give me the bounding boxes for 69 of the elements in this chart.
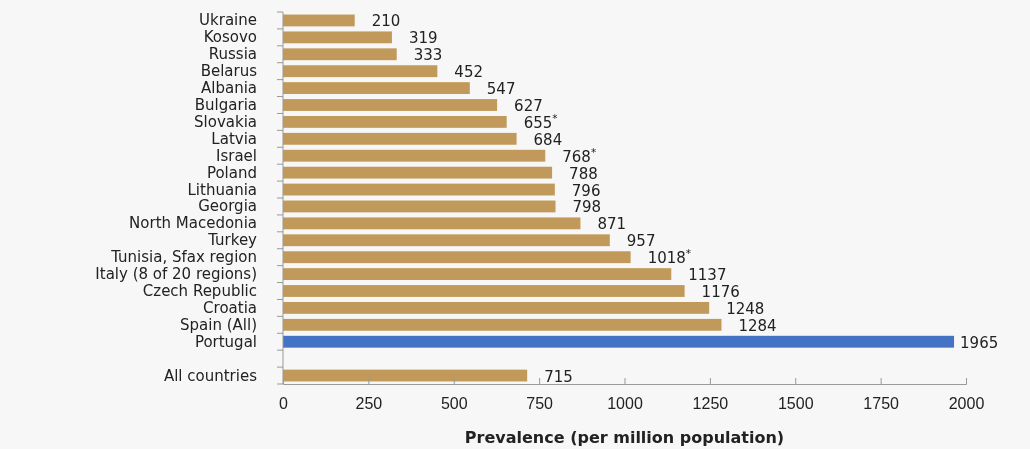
bar <box>283 217 581 230</box>
x-tick-label: 250 <box>355 395 383 413</box>
y-tick-label: Belarus <box>200 62 258 81</box>
data-label: 1137 <box>688 266 727 285</box>
data-label: 684 <box>533 130 563 149</box>
x-tick-label: 0 <box>279 395 289 413</box>
bar <box>283 65 438 78</box>
data-label: 796 <box>571 181 601 200</box>
bar <box>283 48 397 61</box>
data-label: 1248 <box>726 299 765 318</box>
y-tick-label: Israel <box>216 146 257 165</box>
y-tick-label: Albania <box>200 79 257 98</box>
data-label: 547 <box>486 80 516 99</box>
y-tick-label: Croatia <box>203 298 257 317</box>
x-tick-label: 2000 <box>948 395 985 413</box>
y-tick-label: North Macedonia <box>129 214 257 233</box>
bar <box>283 132 517 145</box>
bar <box>283 234 610 247</box>
data-label: 1284 <box>738 316 777 335</box>
bar <box>283 200 556 213</box>
bar <box>283 166 553 179</box>
y-tick-label: Ukraine <box>199 11 257 30</box>
data-label: 1176 <box>701 283 740 301</box>
bar <box>283 183 555 196</box>
data-label: 210 <box>371 12 401 31</box>
x-tick-label: 1750 <box>863 395 900 413</box>
y-tick-label: Latvia <box>211 129 257 148</box>
bar <box>283 115 507 128</box>
x-axis-title: Prevalence (per million population) <box>464 428 785 447</box>
data-label: 871 <box>597 215 627 234</box>
y-tick-label: Turkey <box>207 231 258 250</box>
data-label: 1965 <box>960 333 999 352</box>
data-label: 788 <box>569 164 598 183</box>
y-tick-label: Russia <box>208 45 257 64</box>
x-tick-label: 750 <box>526 395 554 413</box>
y-tick-label: Tunisia, Sfax region <box>110 248 257 267</box>
y-tick-label: Czech Republic <box>142 282 257 300</box>
y-tick-label: Slovakia <box>194 112 257 131</box>
y-tick-label: Portugal <box>194 332 257 351</box>
data-label: 452 <box>454 63 483 82</box>
y-tick-label: Lithuania <box>187 180 257 199</box>
bar <box>283 82 470 95</box>
bar <box>283 99 498 111</box>
data-label: 798 <box>572 198 602 217</box>
x-tick-label: 1250 <box>692 395 729 413</box>
x-tick-label: 1000 <box>607 395 643 413</box>
bar <box>283 31 392 44</box>
x-tick-label: 1500 <box>777 395 814 413</box>
y-tick-label: Italy (8 of 20 regions) <box>95 265 257 284</box>
bar <box>283 301 710 314</box>
y-tick-label: Bulgaria <box>194 96 257 114</box>
bar <box>283 369 528 382</box>
bar <box>283 251 631 264</box>
data-label: 768$^{*}$ <box>562 145 597 166</box>
y-tick-label: Spain (All) <box>180 315 257 334</box>
data-label: 333 <box>413 46 443 65</box>
bar <box>283 268 672 281</box>
bar <box>283 335 955 348</box>
y-tick-label: Poland <box>206 163 257 182</box>
data-label: 319 <box>408 29 438 48</box>
y-tick-label: Kosovo <box>203 28 257 47</box>
x-tick-label: 500 <box>440 395 468 413</box>
y-tick-label: Georgia <box>198 197 257 216</box>
bar <box>283 14 355 27</box>
y-tick-label: All countries <box>163 366 258 385</box>
bar <box>283 318 722 331</box>
data-label: 715 <box>544 367 573 386</box>
bar <box>283 149 546 162</box>
bar <box>283 285 685 297</box>
